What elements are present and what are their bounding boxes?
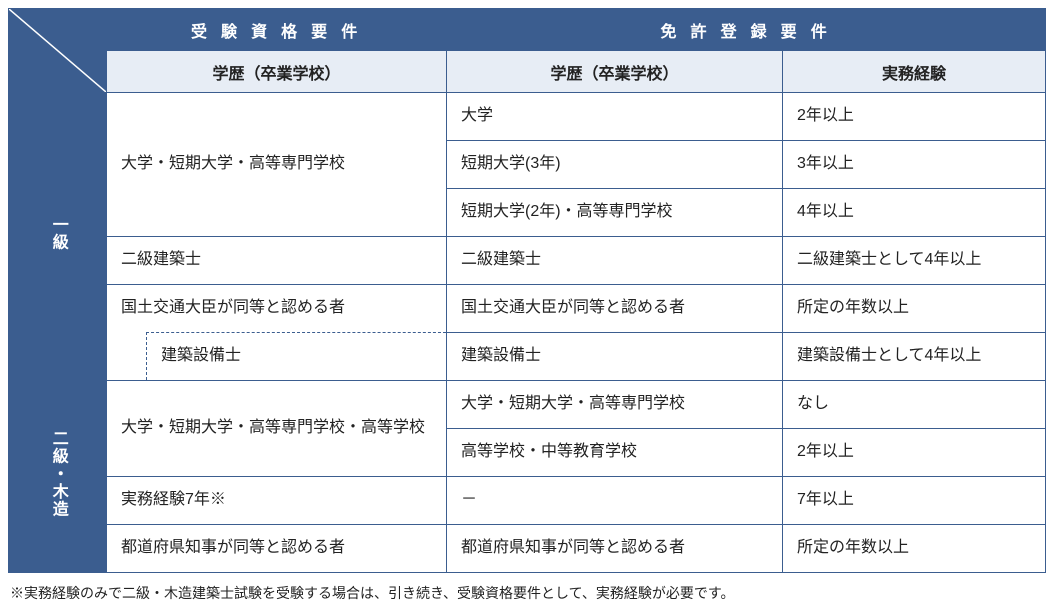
g1-lic-edu-univ: 大学 <box>447 93 783 141</box>
g1-exam-2ndclass: 二級建築士 <box>107 237 447 285</box>
g1-lic-exp-2ndclass4y: 二級建築士として4年以上 <box>783 237 1046 285</box>
g2-lic-edu-univ: 大学・短期大学・高等専門学校 <box>447 381 783 429</box>
requirements-table: 受 験 資 格 要 件 免 許 登 録 要 件 学歴（卒業学校） 学歴（卒業学校… <box>8 8 1046 573</box>
g1-lic-exp-3y: 3年以上 <box>783 141 1046 189</box>
g1-lic-exp-4y: 4年以上 <box>783 189 1046 237</box>
subheader-license-edu: 学歴（卒業学校） <box>447 51 783 93</box>
g1-lic-exp-2y: 2年以上 <box>783 93 1046 141</box>
g2-lic-edu-dash: － <box>447 477 783 525</box>
g1-lic-edu-building-equip: 建築設備士 <box>447 333 783 381</box>
g2-lic-exp-prescribed: 所定の年数以上 <box>783 525 1046 573</box>
group-label-second-class-wood: 二級・木造 <box>9 381 107 573</box>
footnote-text: ※実務経験のみで二級・木造建築士試験を受験する場合は、引き続き、受験資格要件とし… <box>8 583 1045 603</box>
g2-lic-exp-none: なし <box>783 381 1046 429</box>
g1-lic-exp-building-equip4y: 建築設備士として4年以上 <box>783 333 1046 381</box>
g1-exam-sub-spacer <box>107 333 147 381</box>
g1-lic-exp-prescribed: 所定の年数以上 <box>783 285 1046 333</box>
subheader-license-exp: 実務経験 <box>783 51 1046 93</box>
g2-lic-exp-7y: 7年以上 <box>783 477 1046 525</box>
g1-lic-edu-minister-equiv: 国土交通大臣が同等と認める者 <box>447 285 783 333</box>
g1-lic-edu-jc3: 短期大学(3年) <box>447 141 783 189</box>
g2-lic-edu-highschool: 高等学校・中等教育学校 <box>447 429 783 477</box>
g2-exam-edu-schools: 大学・短期大学・高等専門学校・高等学校 <box>107 381 447 477</box>
g1-exam-edu-universities: 大学・短期大学・高等専門学校 <box>107 93 447 237</box>
g1-exam-minister-equiv: 国土交通大臣が同等と認める者 <box>107 285 447 333</box>
header-license-req: 免 許 登 録 要 件 <box>447 9 1046 51</box>
corner-cell <box>9 9 107 93</box>
subheader-exam-edu: 学歴（卒業学校） <box>107 51 447 93</box>
g1-lic-edu-jc2: 短期大学(2年)・高等専門学校 <box>447 189 783 237</box>
g2-exam-7y-exp: 実務経験7年※ <box>107 477 447 525</box>
g2-lic-edu-governor-equiv: 都道府県知事が同等と認める者 <box>447 525 783 573</box>
group-label-first-class: 一級 <box>9 93 107 381</box>
g1-exam-building-equip: 建築設備士 <box>147 333 447 381</box>
g1-lic-edu-2ndclass: 二級建築士 <box>447 237 783 285</box>
g2-lic-exp-2y: 2年以上 <box>783 429 1046 477</box>
header-exam-req: 受 験 資 格 要 件 <box>107 9 447 51</box>
g2-exam-governor-equiv: 都道府県知事が同等と認める者 <box>107 525 447 573</box>
